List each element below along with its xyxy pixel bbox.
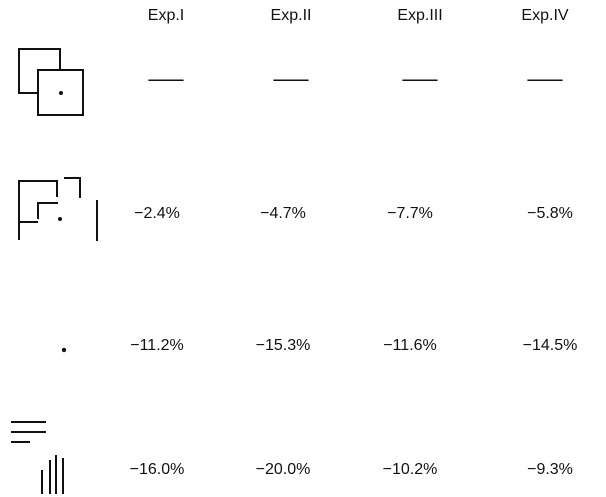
dash-cell: — <box>273 66 309 91</box>
value-cell: −16.0% <box>130 461 185 478</box>
value-cell: −5.8% <box>527 205 573 222</box>
value-cell: −20.0% <box>256 461 311 478</box>
value-cell: −15.3% <box>256 337 311 354</box>
value-cell: −2.4% <box>134 205 180 222</box>
column-header: Exp.IV <box>521 7 568 24</box>
column-header: Exp.III <box>397 7 442 24</box>
dash-cell: — <box>148 66 184 91</box>
dash-cell: — <box>527 66 563 91</box>
icon-dot <box>61 347 67 353</box>
icon-fragments <box>18 177 98 241</box>
value-cell: −10.2% <box>383 461 438 478</box>
column-header: Exp.I <box>148 7 184 24</box>
dash-cell: — <box>402 66 438 91</box>
value-cell: −14.5% <box>523 337 578 354</box>
column-header: Exp.II <box>271 7 312 24</box>
value-cell: −11.6% <box>383 337 437 354</box>
value-cell: −7.7% <box>387 205 433 222</box>
value-cell: −11.2% <box>130 337 184 354</box>
icon-squares <box>18 48 84 116</box>
value-cell: −4.7% <box>260 205 306 222</box>
value-cell: −9.3% <box>527 461 573 478</box>
icon-lines <box>11 421 64 494</box>
